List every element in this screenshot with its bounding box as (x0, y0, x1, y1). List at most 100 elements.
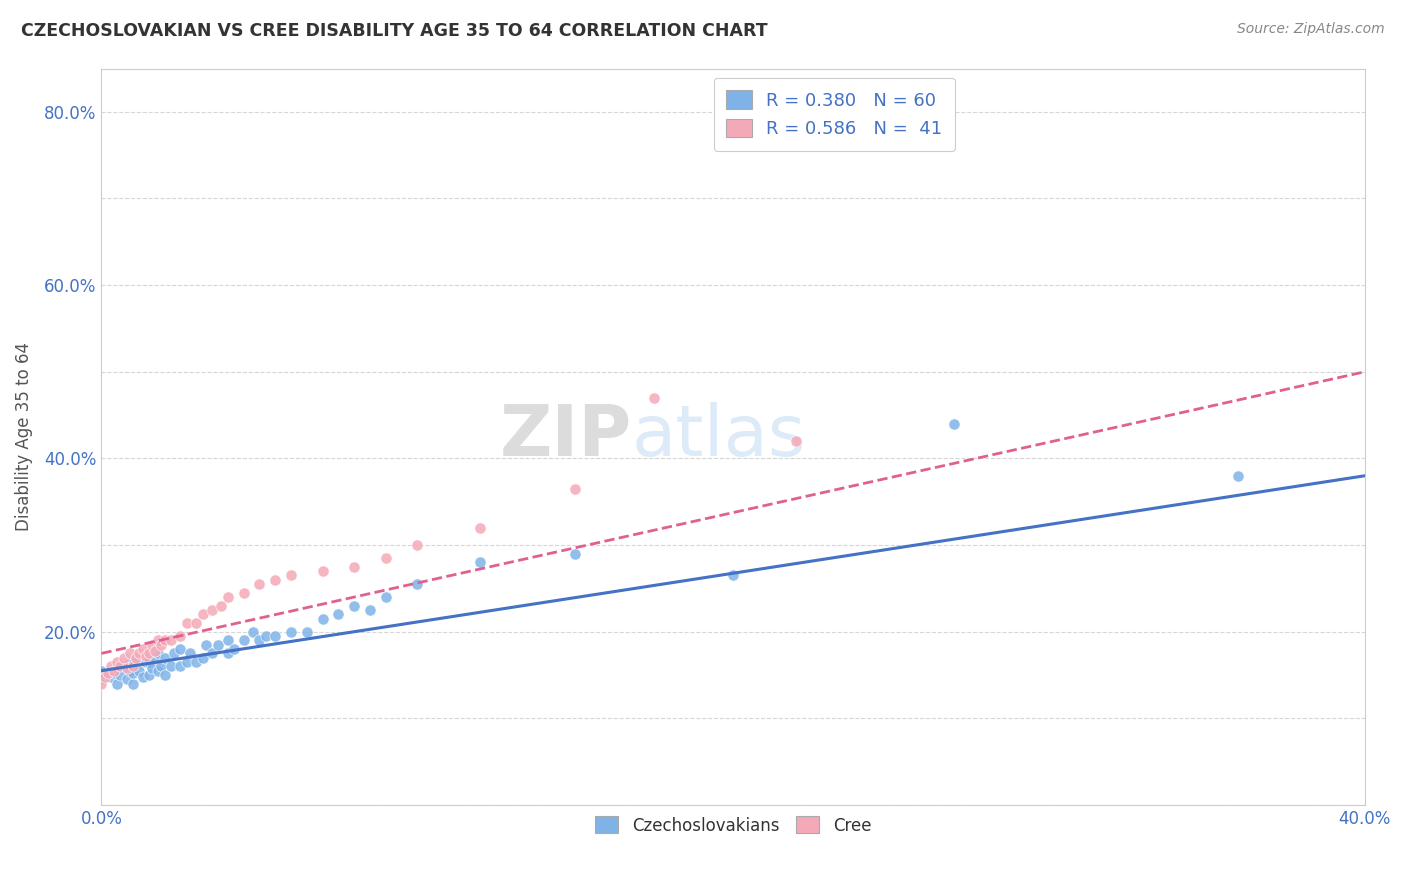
Point (150, 659, 173, 673)
Point (163, 646, 186, 660)
Point (122, 666, 145, 681)
Point (217, 590, 239, 604)
Point (122, 676, 145, 690)
Point (128, 646, 150, 660)
Point (211, 599, 233, 613)
Point (207, 638, 229, 652)
Point (97, 666, 120, 681)
Point (118, 646, 141, 660)
Point (311, 564, 333, 578)
Y-axis label: Disability Age 35 to 64: Disability Age 35 to 64 (15, 343, 32, 532)
Point (254, 629, 277, 643)
Point (115, 673, 138, 687)
Point (93, 670, 115, 684)
Point (201, 603, 224, 617)
Point (374, 551, 396, 566)
Point (148, 633, 170, 648)
Point (150, 638, 173, 652)
Text: atlas: atlas (633, 402, 807, 471)
Point (148, 664, 170, 678)
Point (328, 607, 350, 622)
Point (643, 391, 665, 405)
Point (176, 615, 198, 630)
Point (264, 629, 287, 643)
Point (90, 676, 112, 690)
Legend: Czechoslovakians, Cree: Czechoslovakians, Cree (585, 806, 882, 845)
Point (406, 538, 429, 552)
Point (160, 659, 183, 673)
Point (135, 648, 157, 663)
Point (406, 577, 429, 591)
Point (247, 577, 270, 591)
Point (264, 573, 287, 587)
Point (191, 650, 214, 665)
Point (100, 659, 122, 673)
Point (169, 659, 191, 673)
Point (148, 646, 170, 660)
Point (232, 585, 254, 599)
Point (470, 521, 492, 535)
Point (721, 568, 744, 582)
Point (100, 670, 122, 684)
Point (115, 661, 138, 675)
Point (97, 668, 120, 682)
Text: Source: ZipAtlas.com: Source: ZipAtlas.com (1237, 22, 1385, 37)
Point (280, 624, 302, 639)
Point (143, 650, 166, 665)
Point (143, 644, 166, 658)
Point (90, 673, 112, 687)
Point (103, 666, 125, 681)
Point (122, 655, 145, 669)
Point (247, 633, 270, 648)
Point (179, 646, 201, 660)
Point (295, 624, 318, 639)
Point (115, 657, 138, 672)
Point (138, 668, 160, 682)
Point (186, 615, 208, 630)
Point (105, 676, 128, 690)
Point (122, 659, 145, 673)
Point (128, 664, 150, 678)
Point (135, 655, 157, 669)
Point (153, 633, 176, 648)
Point (153, 668, 176, 682)
Point (232, 633, 254, 648)
Point (242, 624, 264, 639)
Point (224, 642, 246, 657)
Point (564, 547, 586, 561)
Point (343, 599, 366, 613)
Point (141, 638, 163, 652)
Point (217, 633, 239, 648)
Point (90, 664, 112, 678)
Point (169, 642, 191, 657)
Point (785, 434, 807, 449)
Point (118, 664, 141, 678)
Point (93, 670, 115, 684)
Point (311, 612, 333, 626)
Point (374, 590, 396, 604)
Point (125, 650, 148, 665)
Point (194, 638, 217, 652)
Point (470, 555, 492, 569)
Point (201, 646, 224, 660)
Point (131, 670, 153, 684)
Point (112, 650, 135, 665)
Point (141, 661, 163, 675)
Point (359, 603, 381, 617)
Point (160, 633, 183, 648)
Point (169, 629, 191, 643)
Point (138, 655, 160, 669)
Point (176, 655, 198, 669)
Point (103, 664, 125, 678)
Point (1227, 468, 1250, 483)
Point (131, 642, 153, 657)
Point (110, 668, 132, 682)
Point (217, 646, 239, 660)
Point (110, 659, 132, 673)
Text: ZIP: ZIP (499, 402, 633, 471)
Point (343, 559, 366, 574)
Point (153, 650, 176, 665)
Point (191, 607, 214, 622)
Point (186, 655, 208, 669)
Point (105, 655, 128, 669)
